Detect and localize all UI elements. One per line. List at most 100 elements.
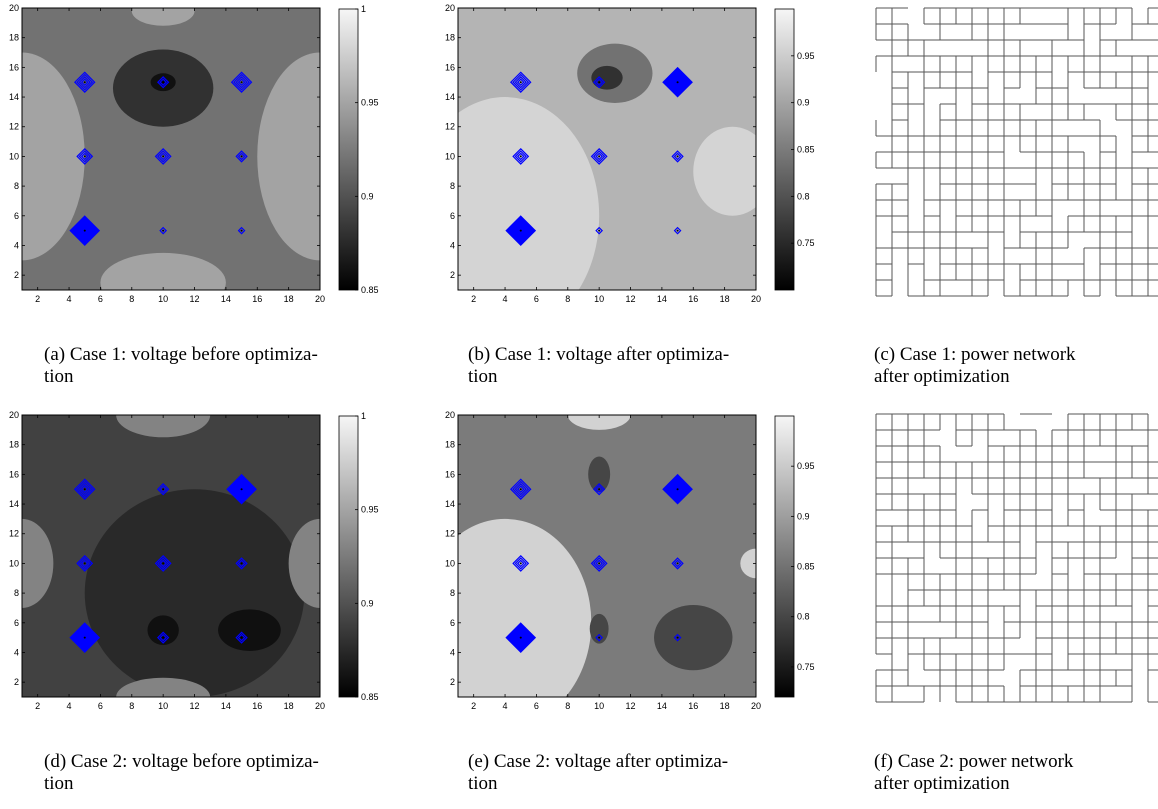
- bus-marker: [662, 66, 693, 98]
- contour-region: [218, 609, 281, 651]
- contour-region: [257, 52, 320, 261]
- bus-marker: [235, 150, 248, 163]
- caption-d-line1: (d) Case 2: voltage before optimiza-: [44, 751, 319, 772]
- y-tick-label: 18: [445, 440, 455, 450]
- contour-region: [288, 518, 320, 608]
- y-tick-label: 16: [445, 62, 455, 72]
- colorbar-tick-label: 0.9: [797, 511, 810, 521]
- x-tick-label: 12: [626, 701, 636, 711]
- y-tick-label: 8: [14, 181, 19, 191]
- colorbar-tick-label: 1: [361, 4, 366, 14]
- bus-marker: [671, 557, 684, 570]
- caption-e: (e) Case 2: voltage after optimiza- tion: [468, 751, 728, 795]
- y-tick-label: 2: [14, 270, 19, 280]
- caption-d: (d) Case 2: voltage before optimiza- tio…: [44, 751, 319, 795]
- caption-f-line2: after optimization: [874, 773, 1010, 794]
- bus-marker: [512, 554, 530, 572]
- x-tick-label: 6: [534, 701, 539, 711]
- bus-marker: [159, 226, 168, 235]
- contour-region: [458, 518, 592, 697]
- x-tick-label: 2: [35, 294, 40, 304]
- y-tick-label: 20: [9, 3, 19, 13]
- bus-marker: [590, 147, 608, 165]
- contour-region: [100, 252, 226, 290]
- contour-region: [22, 52, 85, 261]
- y-tick-label: 8: [450, 181, 455, 191]
- colorbar-tick-label: 0.75: [797, 662, 815, 672]
- bus-marker: [509, 478, 532, 500]
- contour-region: [654, 604, 733, 671]
- bus-marker: [73, 71, 96, 93]
- contour-plot-d: 2 4 6 8 10 12 14 16 18 20 2 4 6 8 10 12 14 16 18 20 0.85 0.9 0…: [9, 410, 379, 711]
- x-tick-label: 6: [534, 294, 539, 304]
- bus-marker: [593, 76, 606, 89]
- colorbar-tick-label: 0.85: [361, 692, 379, 702]
- colorbar: [338, 8, 359, 291]
- contour-region: [116, 677, 211, 697]
- bus-marker: [235, 631, 248, 644]
- y-tick-label: 4: [450, 240, 455, 250]
- x-tick-label: 16: [252, 294, 262, 304]
- colorbar-tick-label: 0.9: [361, 598, 374, 608]
- x-tick-label: 4: [503, 294, 508, 304]
- bus-marker: [237, 226, 246, 235]
- x-tick-label: 14: [657, 701, 667, 711]
- bus-marker: [673, 226, 682, 235]
- y-tick-label: 12: [445, 122, 455, 132]
- colorbar-tick-label: 1: [361, 411, 366, 421]
- y-tick-label: 20: [445, 3, 455, 13]
- y-tick-label: 8: [14, 588, 19, 598]
- x-tick-label: 8: [129, 294, 134, 304]
- bus-marker: [509, 71, 532, 93]
- bus-marker: [154, 147, 172, 165]
- bus-marker: [230, 71, 253, 93]
- x-tick-label: 12: [626, 294, 636, 304]
- x-tick-label: 16: [688, 701, 698, 711]
- x-tick-label: 18: [720, 701, 730, 711]
- y-tick-label: 6: [450, 211, 455, 221]
- bus-marker: [593, 483, 606, 496]
- caption-b: (b) Case 1: voltage after optimiza- tion: [468, 344, 729, 388]
- y-tick-label: 10: [9, 558, 19, 568]
- x-tick-label: 8: [565, 294, 570, 304]
- bus-marker: [69, 622, 101, 653]
- y-tick-label: 10: [445, 151, 455, 161]
- x-tick-label: 12: [190, 701, 200, 711]
- caption-c: (c) Case 1: power network after optimiza…: [874, 344, 1076, 388]
- bus-marker: [595, 633, 604, 642]
- colorbar-tick-label: 0.95: [361, 505, 379, 515]
- bus-marker: [505, 622, 537, 653]
- caption-b-line1: (b) Case 1: voltage after optimiza-: [468, 344, 730, 365]
- bus-marker: [512, 147, 530, 165]
- bus-marker: [505, 215, 537, 246]
- contour-plot-b: 2 4 6 8 10 12 14 16 18 20 2 4 6 8 10 12 14 16 18 20 0.75 0.8 0…: [445, 3, 815, 304]
- y-tick-label: 6: [14, 618, 19, 628]
- caption-c-line1: (c) Case 1: power network: [874, 344, 1076, 365]
- y-tick-label: 16: [9, 469, 19, 479]
- contour-region: [693, 126, 756, 216]
- colorbar-tick-label: 0.85: [797, 145, 815, 155]
- x-tick-label: 6: [98, 701, 103, 711]
- contour-plot-e: 2 4 6 8 10 12 14 16 18 20 2 4 6 8 10 12 14 16 18 20 0.75 0.8 0…: [445, 410, 815, 711]
- colorbar-tick-label: 0.85: [797, 562, 815, 572]
- contour-region: [458, 97, 600, 290]
- x-tick-label: 10: [594, 701, 604, 711]
- bus-marker: [226, 473, 257, 505]
- bus-marker: [154, 554, 172, 572]
- bus-marker: [157, 631, 170, 644]
- colorbar-tick-label: 0.8: [797, 191, 810, 201]
- y-tick-label: 16: [445, 469, 455, 479]
- bus-marker: [69, 215, 101, 246]
- x-tick-label: 16: [252, 701, 262, 711]
- plot-frame: [21, 7, 321, 291]
- x-tick-label: 16: [688, 294, 698, 304]
- y-tick-label: 2: [14, 677, 19, 687]
- bus-marker: [73, 478, 96, 500]
- bus-marker: [595, 226, 604, 235]
- colorbar-tick-label: 0.8: [797, 612, 810, 622]
- contour-region: [84, 489, 305, 697]
- x-tick-label: 14: [657, 294, 667, 304]
- bus-marker: [662, 473, 693, 505]
- bus-marker: [673, 633, 682, 642]
- y-tick-label: 16: [9, 62, 19, 72]
